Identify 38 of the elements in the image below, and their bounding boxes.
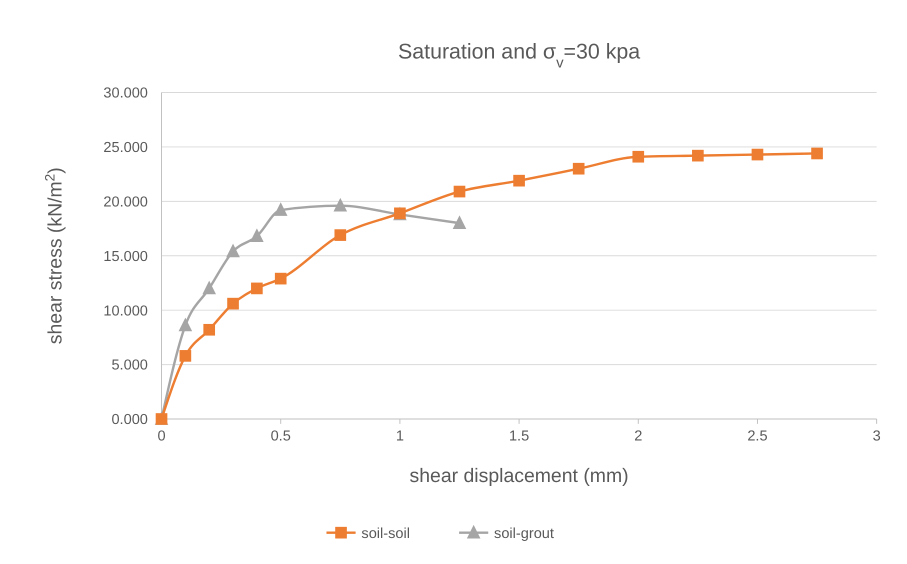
point [178, 318, 192, 332]
point [454, 186, 466, 198]
x-tick-label: 2.5 [747, 428, 768, 444]
point [202, 280, 216, 294]
y-tick-label: 5.000 [111, 358, 148, 374]
point [692, 150, 704, 162]
x-tick-label: 3 [872, 428, 881, 444]
point [274, 272, 287, 284]
x-tick-label: 1 [396, 428, 404, 444]
y-tick-label: 20.000 [103, 194, 148, 210]
y-tick-label: 30.000 [103, 86, 148, 102]
y-tick-label: 10.000 [103, 303, 148, 320]
y-tick-label: 0.000 [111, 412, 148, 428]
point [227, 298, 239, 310]
point [180, 350, 192, 362]
x-tick-label: 0 [157, 428, 166, 444]
x-tick-label: 0.5 [270, 428, 291, 444]
point [274, 202, 288, 216]
point [752, 148, 764, 160]
point [334, 198, 348, 212]
point [250, 228, 264, 242]
point [226, 244, 240, 258]
legend-label: soil-grout [494, 526, 554, 542]
point [203, 324, 216, 336]
point [251, 282, 263, 294]
x-tick-label: 1.5 [508, 428, 530, 444]
x-axis-title: shear displacement (mm) [410, 465, 629, 488]
point [572, 162, 585, 175]
point [513, 174, 525, 187]
point [334, 229, 346, 241]
point [632, 150, 644, 163]
legend-label: soil-soil [361, 526, 410, 542]
x-tick-label: 2 [634, 428, 642, 444]
point [811, 148, 823, 160]
point [452, 215, 466, 229]
y-tick-label: 25.000 [103, 140, 148, 156]
chart-title: Saturation and σ$_{v}$=30 kpa [398, 40, 640, 72]
y-tick-label: 15.000 [103, 248, 148, 265]
